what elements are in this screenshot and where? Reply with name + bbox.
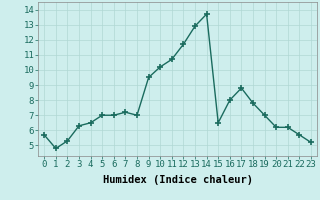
- X-axis label: Humidex (Indice chaleur): Humidex (Indice chaleur): [103, 175, 252, 185]
